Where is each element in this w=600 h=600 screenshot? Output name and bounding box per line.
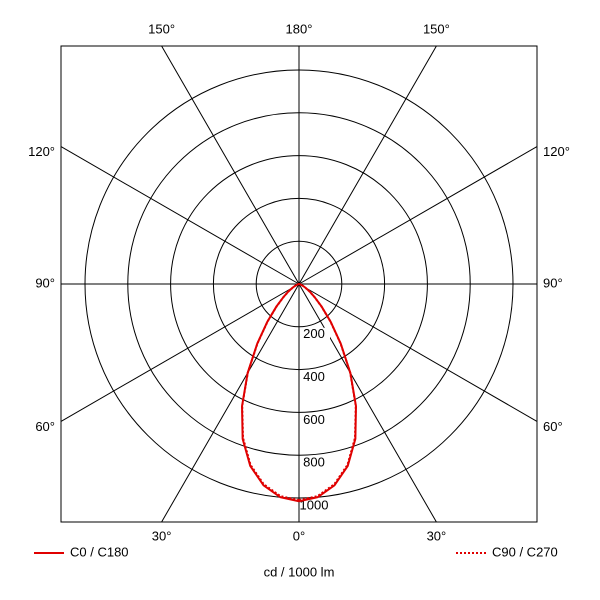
radial-line [298,146,538,285]
radial-line [60,283,300,422]
angle-label: 180° [286,21,313,36]
grid-circle [84,69,514,499]
grid-circle [212,197,386,371]
grid-circle [127,112,471,456]
radial-line [60,146,300,285]
label-bg [300,413,330,428]
radial-line [298,283,538,422]
angle-label: 30° [152,528,172,543]
label-bg [300,456,330,471]
angle-label: 150° [423,21,450,36]
angle-label: 30° [427,528,447,543]
intensity-curve [298,283,357,502]
r-tick-label: 800 [303,455,325,470]
angle-label: 90° [543,275,563,290]
angle-label: 150° [148,21,175,36]
r-tick-label: 200 [303,326,325,341]
grid-circle [170,155,428,413]
label-bg [300,370,330,385]
intensity-curve [241,283,300,502]
angle-label: 0° [293,528,305,543]
angle-label: 60° [35,419,55,434]
radial-line [298,283,437,523]
angle-label: 90° [35,275,55,290]
angle-label: 120° [543,144,570,159]
axis-label: cd / 1000 lm [264,564,335,579]
r-tick-label: 1000 [300,497,329,512]
legend-label: C90 / C270 [492,544,558,559]
angle-label: 60° [543,419,563,434]
legend-label: C0 / C180 [70,544,129,559]
radial-line [161,45,300,285]
label-bg [300,327,330,342]
radial-line [161,283,300,523]
radial-line [298,45,437,285]
angle-label: 120° [28,144,55,159]
r-tick-label: 600 [303,412,325,427]
r-tick-label: 400 [303,369,325,384]
grid-circle [255,240,343,328]
label-bg [300,499,330,513]
